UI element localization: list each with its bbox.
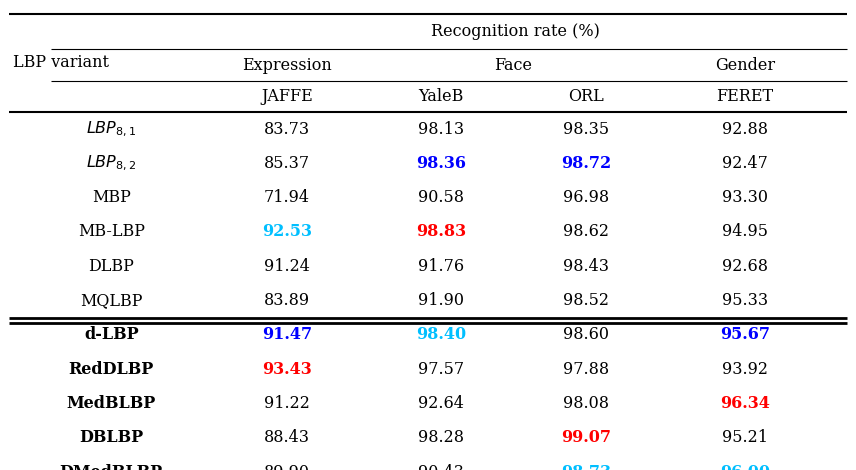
Text: 98.72: 98.72 xyxy=(562,155,611,172)
Text: 96.34: 96.34 xyxy=(720,395,770,412)
Text: 98.36: 98.36 xyxy=(416,155,466,172)
Text: DLBP: DLBP xyxy=(88,258,134,275)
Text: LBP variant: LBP variant xyxy=(13,55,109,71)
Text: 83.89: 83.89 xyxy=(264,292,310,309)
Text: 97.88: 97.88 xyxy=(563,360,609,378)
Text: MBP: MBP xyxy=(92,189,131,206)
Text: 95.67: 95.67 xyxy=(720,326,770,344)
Text: YaleB: YaleB xyxy=(418,88,464,105)
Text: JAFFE: JAFFE xyxy=(261,88,312,105)
Text: 93.30: 93.30 xyxy=(722,189,768,206)
Text: 98.13: 98.13 xyxy=(418,120,464,138)
Text: $LBP_{8,1}$: $LBP_{8,1}$ xyxy=(86,119,136,139)
Text: 85.37: 85.37 xyxy=(264,155,310,172)
Text: 95.21: 95.21 xyxy=(722,429,768,446)
Text: 98.43: 98.43 xyxy=(563,258,609,275)
Text: 93.92: 93.92 xyxy=(722,360,768,378)
Text: 98.73: 98.73 xyxy=(562,463,611,470)
Text: 97.57: 97.57 xyxy=(418,360,464,378)
Text: d-LBP: d-LBP xyxy=(84,326,139,344)
Text: 93.43: 93.43 xyxy=(262,360,312,378)
Text: FERET: FERET xyxy=(716,88,773,105)
Text: 91.24: 91.24 xyxy=(264,258,310,275)
Text: 94.95: 94.95 xyxy=(722,223,768,241)
Text: MedBLBP: MedBLBP xyxy=(67,395,156,412)
Text: MB-LBP: MB-LBP xyxy=(78,223,145,241)
Text: ORL: ORL xyxy=(568,88,604,105)
Text: 99.07: 99.07 xyxy=(562,429,611,446)
Text: 92.64: 92.64 xyxy=(418,395,464,412)
Text: 98.83: 98.83 xyxy=(416,223,466,241)
Text: 92.68: 92.68 xyxy=(722,258,768,275)
Text: MQLBP: MQLBP xyxy=(80,292,143,309)
Text: DBLBP: DBLBP xyxy=(80,429,143,446)
Text: 88.43: 88.43 xyxy=(264,429,310,446)
Text: RedDLBP: RedDLBP xyxy=(68,360,154,378)
Text: 83.73: 83.73 xyxy=(264,120,310,138)
Text: Gender: Gender xyxy=(715,56,775,74)
Text: 98.60: 98.60 xyxy=(563,326,609,344)
Text: 89.90: 89.90 xyxy=(264,463,310,470)
Text: 96.98: 96.98 xyxy=(563,189,609,206)
Text: 90.58: 90.58 xyxy=(418,189,464,206)
Text: DMedBLBP: DMedBLBP xyxy=(60,463,163,470)
Text: 71.94: 71.94 xyxy=(264,189,310,206)
Text: Recognition rate (%): Recognition rate (%) xyxy=(431,23,600,40)
Text: $LBP_{8,2}$: $LBP_{8,2}$ xyxy=(86,154,136,173)
Text: 92.47: 92.47 xyxy=(722,155,768,172)
Text: 91.22: 91.22 xyxy=(264,395,310,412)
Text: 92.53: 92.53 xyxy=(262,223,312,241)
Text: 98.08: 98.08 xyxy=(563,395,609,412)
Text: 91.90: 91.90 xyxy=(418,292,464,309)
Text: 98.52: 98.52 xyxy=(563,292,609,309)
Text: 95.33: 95.33 xyxy=(722,292,768,309)
Text: 98.40: 98.40 xyxy=(416,326,466,344)
Text: Face: Face xyxy=(495,56,532,74)
Text: 90.43: 90.43 xyxy=(418,463,464,470)
Text: 91.76: 91.76 xyxy=(418,258,464,275)
Text: 98.62: 98.62 xyxy=(563,223,609,241)
Text: 98.35: 98.35 xyxy=(563,120,609,138)
Text: 96.00: 96.00 xyxy=(720,463,770,470)
Text: 91.47: 91.47 xyxy=(262,326,312,344)
Text: 98.28: 98.28 xyxy=(418,429,464,446)
Text: 92.88: 92.88 xyxy=(722,120,768,138)
Text: Expression: Expression xyxy=(242,56,331,74)
